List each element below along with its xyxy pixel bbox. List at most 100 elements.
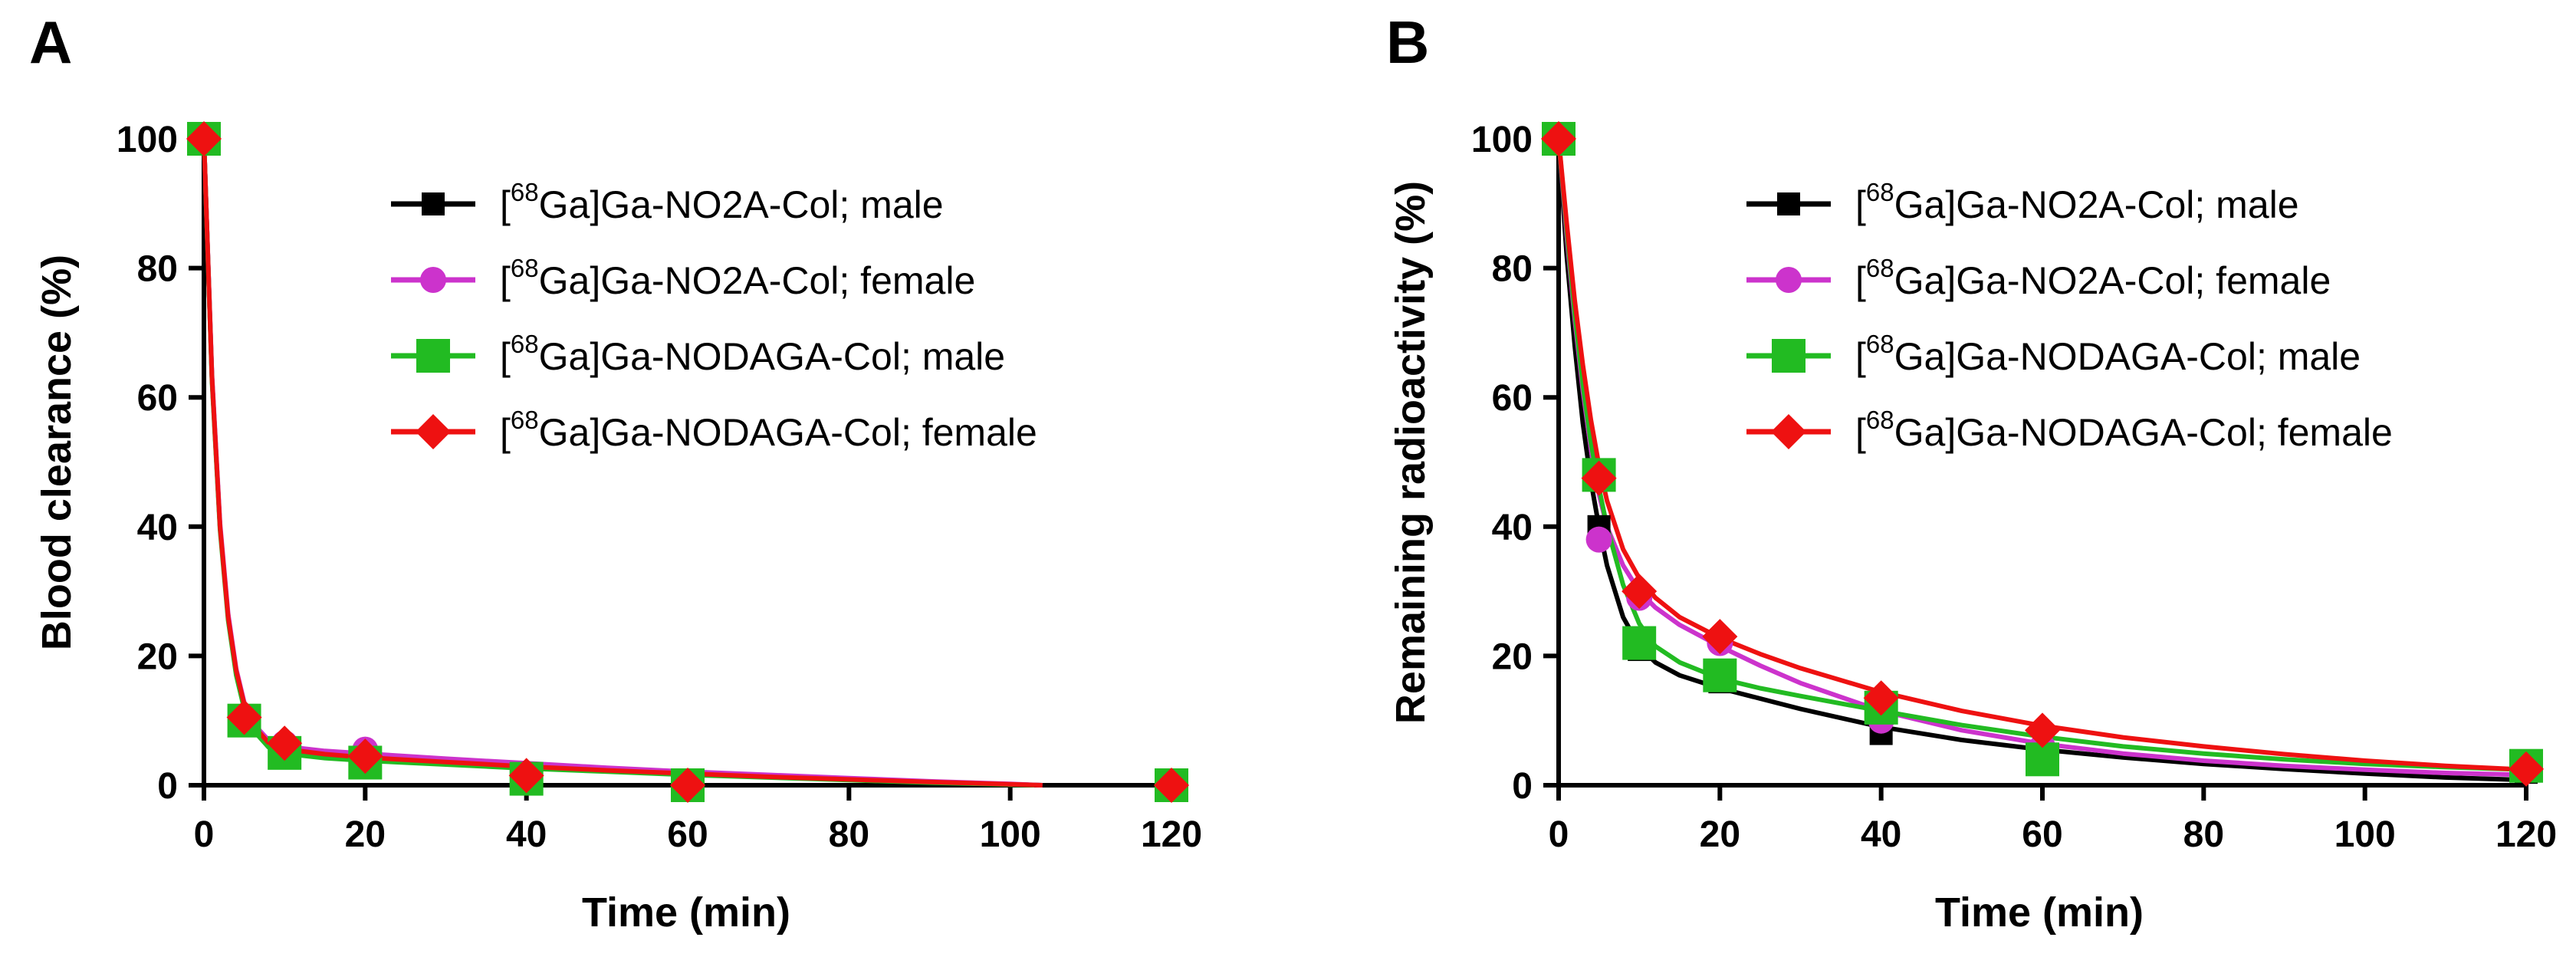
panel-b: B Remaining radioactivity (%) Time (min)…: [1386, 8, 2557, 936]
legend-label-text: Ga]Ga-NO2A-Col; male: [539, 183, 944, 226]
panel-b-label: B: [1386, 8, 1429, 76]
panel-a-legend: [68Ga]Ga-NO2A-Col; male[68Ga]Ga-NO2A-Col…: [391, 178, 1037, 454]
data-point-series-4: [267, 725, 303, 761]
panel-a-data-points: [186, 121, 1189, 803]
legend-label-open-bracket: [: [1855, 183, 1866, 226]
panel-b-y-axis-title: Remaining radioactivity (%): [1388, 181, 1434, 724]
legend-label-superscript: 68: [1866, 254, 1894, 282]
legend-label-series-4: [68Ga]Ga-NODAGA-Col; female: [500, 406, 1037, 454]
data-point-series-4: [2025, 712, 2060, 748]
data-point-series-4: [1581, 460, 1617, 496]
legend-label-superscript: 68: [1866, 178, 1894, 206]
data-point-series-4: [186, 121, 222, 156]
x-tick-label: 100: [2334, 814, 2396, 855]
fit-curve-series-1: [202, 138, 1043, 788]
legend-label-superscript: 68: [1866, 330, 1894, 358]
legend-marker-series-2: [1776, 267, 1802, 293]
x-tick-label: 120: [1141, 814, 1202, 855]
data-point-series-4: [226, 699, 262, 735]
legend-label-superscript: 68: [511, 406, 539, 434]
y-tick-label: 80: [137, 249, 178, 290]
legend-label-open-bracket: [: [500, 183, 511, 226]
x-tick-label: 80: [829, 814, 869, 855]
y-tick-label: 20: [137, 636, 178, 677]
legend-label-text: Ga]Ga-NODAGA-Col; female: [539, 411, 1037, 454]
legend-label-series-1: [68Ga]Ga-NO2A-Col; male: [500, 178, 944, 226]
data-point-series-4: [1541, 121, 1576, 156]
panel-b-axes: 0 20 40 60 80 100 0 20 40 60 80 100 120: [1471, 120, 2557, 855]
legend-label-series-3: [68Ga]Ga-NODAGA-Col; male: [1855, 330, 2361, 378]
data-point-series-4: [1154, 768, 1189, 803]
x-tick-label: 0: [194, 814, 215, 855]
panel-b-data-points: [1541, 121, 2544, 787]
legend-label-superscript: 68: [511, 330, 539, 358]
legend-marker-series-1: [1777, 192, 1800, 215]
legend-label-series-1: [68Ga]Ga-NO2A-Col; male: [1855, 178, 2299, 226]
panel-a: A Blood clearance (%) Time (min) 0 20 40 60…: [29, 8, 1202, 936]
data-point-series-4: [670, 768, 705, 803]
x-tick-label: 60: [667, 814, 708, 855]
fit-curve-series-4: [202, 138, 1043, 788]
y-tick-label: 60: [1492, 378, 1533, 419]
data-point-series-3: [2026, 742, 2059, 777]
panel-a-x-axis-title: Time (min): [582, 890, 790, 936]
legend-label-superscript: 68: [1866, 406, 1894, 434]
x-tick-label: 60: [2022, 814, 2062, 855]
legend-label-open-bracket: [: [500, 411, 511, 454]
y-tick-label: 40: [137, 508, 178, 548]
data-point-series-4: [2509, 751, 2544, 787]
y-tick-label: 20: [1492, 636, 1533, 677]
panel-a-fit-curves: [202, 138, 1043, 788]
legend-label-text: Ga]Ga-NODAGA-Col; male: [539, 335, 1005, 378]
x-tick-label: 0: [1549, 814, 1569, 855]
x-tick-label: 100: [980, 814, 1041, 855]
x-tick-label: 40: [506, 814, 547, 855]
legend-marker-series-3: [1772, 339, 1806, 373]
legend-label-series-2: [68Ga]Ga-NO2A-Col; female: [500, 254, 975, 302]
x-tick-label: 120: [2496, 814, 2557, 855]
legend-label-open-bracket: [: [1855, 335, 1866, 378]
y-tick-label: 0: [157, 766, 178, 807]
legend-label-text: Ga]Ga-NODAGA-Col; male: [1894, 335, 2361, 378]
legend-marker-series-4: [1771, 414, 1806, 449]
panel-b-x-axis-title: Time (min): [1935, 890, 2144, 936]
y-tick-label: 100: [117, 120, 178, 160]
data-point-series-2: [1585, 526, 1612, 553]
y-tick-label: 40: [1492, 508, 1533, 548]
legend-marker-series-4: [416, 414, 451, 449]
legend-label-open-bracket: [: [500, 259, 511, 302]
legend-marker-series-3: [416, 339, 450, 373]
x-tick-label: 80: [2183, 814, 2224, 855]
legend-label-superscript: 68: [511, 178, 539, 206]
legend-label-open-bracket: [: [1855, 259, 1866, 302]
legend-label-series-3: [68Ga]Ga-NODAGA-Col; male: [500, 330, 1005, 378]
legend-label-open-bracket: [: [500, 335, 511, 378]
x-tick-label: 20: [1700, 814, 1740, 855]
y-tick-label: 0: [1512, 766, 1533, 807]
panel-a-label: A: [29, 8, 72, 76]
y-tick-label: 100: [1471, 120, 1533, 160]
data-point-series-3: [1622, 626, 1657, 660]
legend-label-open-bracket: [: [1855, 411, 1866, 454]
x-tick-label: 20: [345, 814, 386, 855]
data-point-series-4: [1702, 619, 1738, 655]
x-tick-label: 40: [1861, 814, 1901, 855]
legend-label-series-4: [68Ga]Ga-NODAGA-Col; female: [1855, 406, 2393, 454]
y-tick-label: 80: [1492, 249, 1533, 290]
legend-label-text: Ga]Ga-NO2A-Col; female: [539, 259, 976, 302]
panel-a-y-axis-title: Blood clearance (%): [34, 255, 80, 650]
legend-label-text: Ga]Ga-NODAGA-Col; female: [1894, 411, 2393, 454]
y-tick-label: 60: [137, 378, 178, 419]
legend-marker-series-1: [422, 192, 445, 215]
data-point-series-3: [1703, 658, 1737, 692]
data-point-series-4: [347, 738, 383, 774]
data-point-series-4: [1863, 680, 1899, 716]
fit-curve-series-3: [202, 138, 1035, 788]
legend-label-text: Ga]Ga-NO2A-Col; female: [1894, 259, 2331, 302]
panel-b-legend: [68Ga]Ga-NO2A-Col; male[68Ga]Ga-NO2A-Col…: [1746, 178, 2393, 454]
legend-label-superscript: 68: [511, 254, 539, 282]
legend-label-series-2: [68Ga]Ga-NO2A-Col; female: [1855, 254, 2331, 302]
fit-curve-series-2: [202, 138, 1043, 788]
data-point-series-4: [1622, 574, 1658, 610]
